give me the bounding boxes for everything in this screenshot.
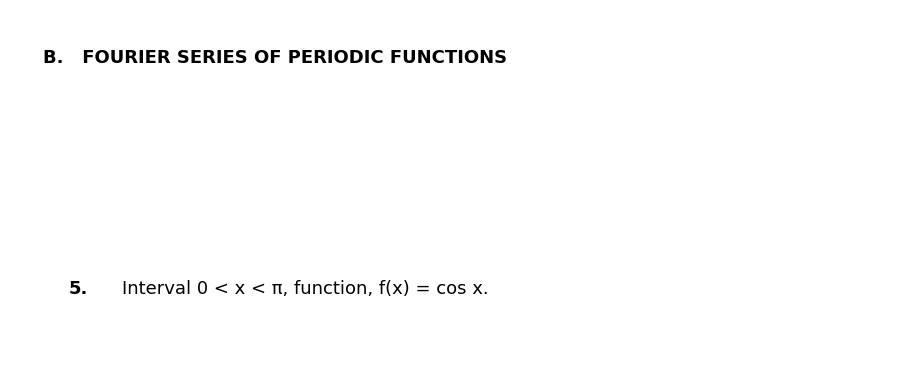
Text: B.   FOURIER SERIES OF PERIODIC FUNCTIONS: B. FOURIER SERIES OF PERIODIC FUNCTIONS (43, 49, 508, 67)
Text: Interval 0 < x < π, function, f(x) = cos x.: Interval 0 < x < π, function, f(x) = cos… (122, 280, 488, 298)
Text: 5.: 5. (68, 280, 88, 298)
